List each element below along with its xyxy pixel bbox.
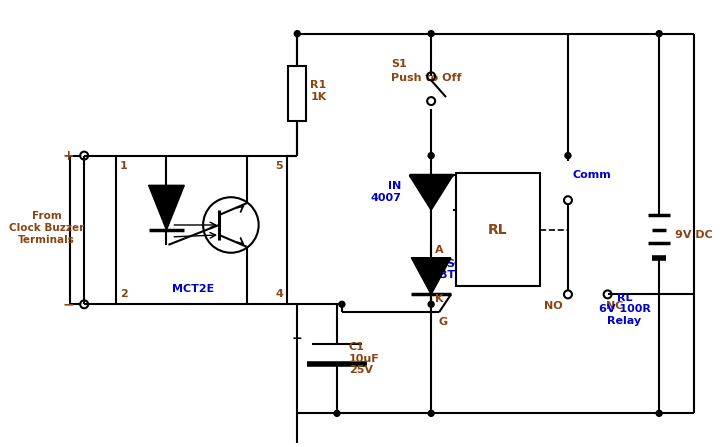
Text: 9V DC: 9V DC [675, 230, 713, 240]
Text: R1
1K: R1 1K [310, 80, 327, 102]
Circle shape [565, 152, 571, 159]
Circle shape [334, 410, 340, 416]
Text: NO: NO [544, 301, 563, 311]
Text: C1
10uF
25V: C1 10uF 25V [349, 342, 380, 375]
Circle shape [428, 410, 434, 416]
Text: 1: 1 [120, 160, 128, 170]
Text: 5: 5 [275, 160, 283, 170]
Polygon shape [149, 186, 184, 230]
FancyBboxPatch shape [116, 156, 288, 304]
FancyBboxPatch shape [456, 173, 540, 287]
Text: From
Clock Buzzer
Terminals: From Clock Buzzer Terminals [9, 211, 84, 245]
Text: Push to Off: Push to Off [391, 73, 462, 83]
Circle shape [339, 301, 345, 307]
Circle shape [656, 31, 662, 37]
Text: NC: NC [606, 301, 623, 311]
Text: RL: RL [488, 223, 508, 237]
FancyBboxPatch shape [288, 66, 307, 121]
Text: S1: S1 [391, 59, 407, 69]
Text: 4: 4 [275, 289, 283, 299]
Text: K: K [435, 294, 443, 304]
Text: RL
6V 100R
Relay: RL 6V 100R Relay [599, 293, 651, 326]
Text: G: G [438, 317, 448, 327]
Polygon shape [409, 175, 453, 210]
Circle shape [428, 31, 434, 37]
Circle shape [294, 31, 300, 37]
Text: IN
4007: IN 4007 [370, 181, 401, 203]
Circle shape [428, 301, 434, 307]
Text: SCR
BT169: SCR BT169 [439, 259, 479, 280]
Text: −: − [63, 297, 74, 311]
Text: 2: 2 [120, 289, 128, 299]
Text: +: + [63, 148, 74, 163]
Circle shape [428, 152, 434, 159]
Text: Comm: Comm [573, 170, 612, 181]
Text: MCT2E: MCT2E [172, 284, 214, 295]
Circle shape [656, 410, 662, 416]
Text: +: + [291, 333, 302, 346]
Text: A: A [435, 245, 443, 255]
Polygon shape [411, 258, 451, 295]
